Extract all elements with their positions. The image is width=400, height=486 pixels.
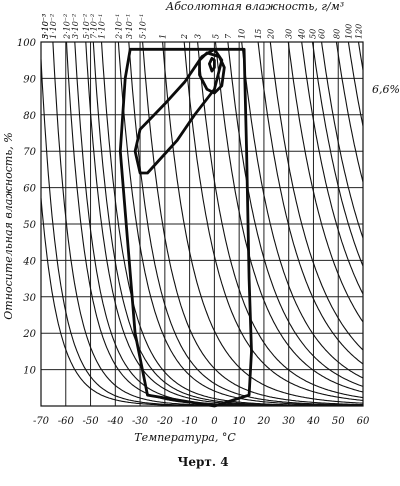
y-axis-label: Относительная влажность, %: [2, 132, 15, 319]
humidity-curve: [321, 41, 364, 239]
curve-label: 30: [284, 29, 293, 39]
x-tick-label: -50: [82, 416, 99, 427]
humidity-curve: [183, 41, 364, 401]
y-tick-label: 10: [23, 366, 36, 377]
curve-label: 3·10⁻³: [41, 14, 50, 39]
figure-caption: Черт. 4: [177, 455, 228, 469]
x-tick-label: 50: [332, 416, 345, 427]
humidity-curve: [301, 41, 364, 295]
curve-label: 20: [266, 29, 275, 40]
curve-label: 7: [224, 33, 233, 39]
chart-title: Абсолютная влажность, г/м³: [165, 0, 344, 13]
x-tick-label: -20: [157, 416, 174, 427]
y-tick-label: 30: [23, 293, 36, 304]
curve-label: 2: [180, 34, 189, 40]
curve-label: 80: [332, 29, 341, 39]
x-tick-label: 0: [211, 416, 218, 427]
curve-label: 1·10⁻²: [49, 14, 58, 39]
x-tick-label: 30: [282, 416, 295, 427]
x-tick-label: -10: [182, 416, 199, 427]
x-tick-labels: -70 -60 -50 -40 -30 -20 -10 0 10 20 30 40 50 60: [33, 416, 370, 427]
y-tick-label: 90: [23, 74, 36, 85]
curve-label: 7·10⁻²: [89, 14, 98, 39]
x-tick-label: -40: [107, 416, 124, 427]
curve-label: 2·10⁻¹: [114, 14, 123, 40]
x-axis-label: Температура, °С: [134, 431, 236, 444]
curve-label: 120: [355, 24, 364, 39]
x-tick-label: -60: [58, 416, 75, 427]
curve-label: 15: [254, 29, 263, 39]
humidity-curve: [287, 41, 364, 323]
curve-label: 5·10⁻³: [41, 14, 50, 39]
y-tick-label: 70: [23, 147, 36, 158]
humidity-curve: [142, 41, 363, 406]
humidity-curve: [197, 41, 364, 399]
x-tick-label: 20: [257, 416, 271, 427]
x-tick-label: -70: [33, 416, 50, 427]
region-innermost: [208, 57, 216, 73]
curve-label: 5·10⁻¹: [139, 14, 148, 39]
curve-label: 1·10⁻¹: [98, 14, 107, 39]
curve-label: 3·10⁻²: [71, 14, 80, 39]
region-middle: [133, 47, 224, 175]
curve-label: 60: [318, 29, 327, 39]
humidity-curve: [347, 41, 364, 127]
humidity-curve: [227, 41, 364, 387]
curve-label: 5·10⁻²: [82, 14, 91, 39]
curve-label: 3: [194, 34, 203, 39]
y-tick-label: 60: [23, 184, 36, 195]
x-tick-label: -30: [132, 416, 149, 427]
curve-label: 3·10⁻¹: [125, 14, 134, 39]
humidity-curve: [335, 41, 364, 183]
curve-label: 2·10⁻²: [63, 14, 72, 40]
x-tick-label: 40: [306, 416, 320, 427]
annotation-6-6-percent: 6,6%: [372, 83, 400, 96]
y-tick-label: 40: [22, 256, 36, 267]
x-tick-label: 10: [233, 416, 246, 427]
curve-label: 40: [298, 29, 307, 40]
curve-labels: 3·10⁻³5·10⁻³1·10⁻² 2·10⁻² 3·10⁻² 5·10⁻²7·10…: [41, 14, 364, 40]
curve-label: 10: [238, 29, 247, 39]
humidity-curve: [40, 59, 363, 407]
curve-label: 100: [344, 24, 353, 39]
humidity-curve: [162, 41, 364, 404]
y-tick-label: 50: [23, 220, 36, 231]
humidity-curve: [357, 41, 364, 71]
y-tick-label: 80: [23, 111, 36, 122]
y-tick-label: 20: [22, 329, 36, 340]
humidity-curve: [214, 41, 364, 393]
humidity-curve: [257, 41, 364, 365]
humidity-curve: [241, 41, 364, 379]
curve-label: 5: [212, 34, 221, 39]
humidity-curve: [311, 41, 364, 267]
y-tick-label: 100: [17, 38, 37, 49]
x-tick-label: 60: [357, 416, 370, 427]
curve-label: 1: [159, 34, 168, 39]
humidity-curve: [269, 41, 364, 351]
y-tick-labels: 10 20 30 40 50 60 70 80 90 100: [17, 38, 37, 377]
curve-label: 50: [309, 29, 318, 39]
region-inner: [198, 51, 226, 95]
plot-frame: [40, 41, 364, 407]
